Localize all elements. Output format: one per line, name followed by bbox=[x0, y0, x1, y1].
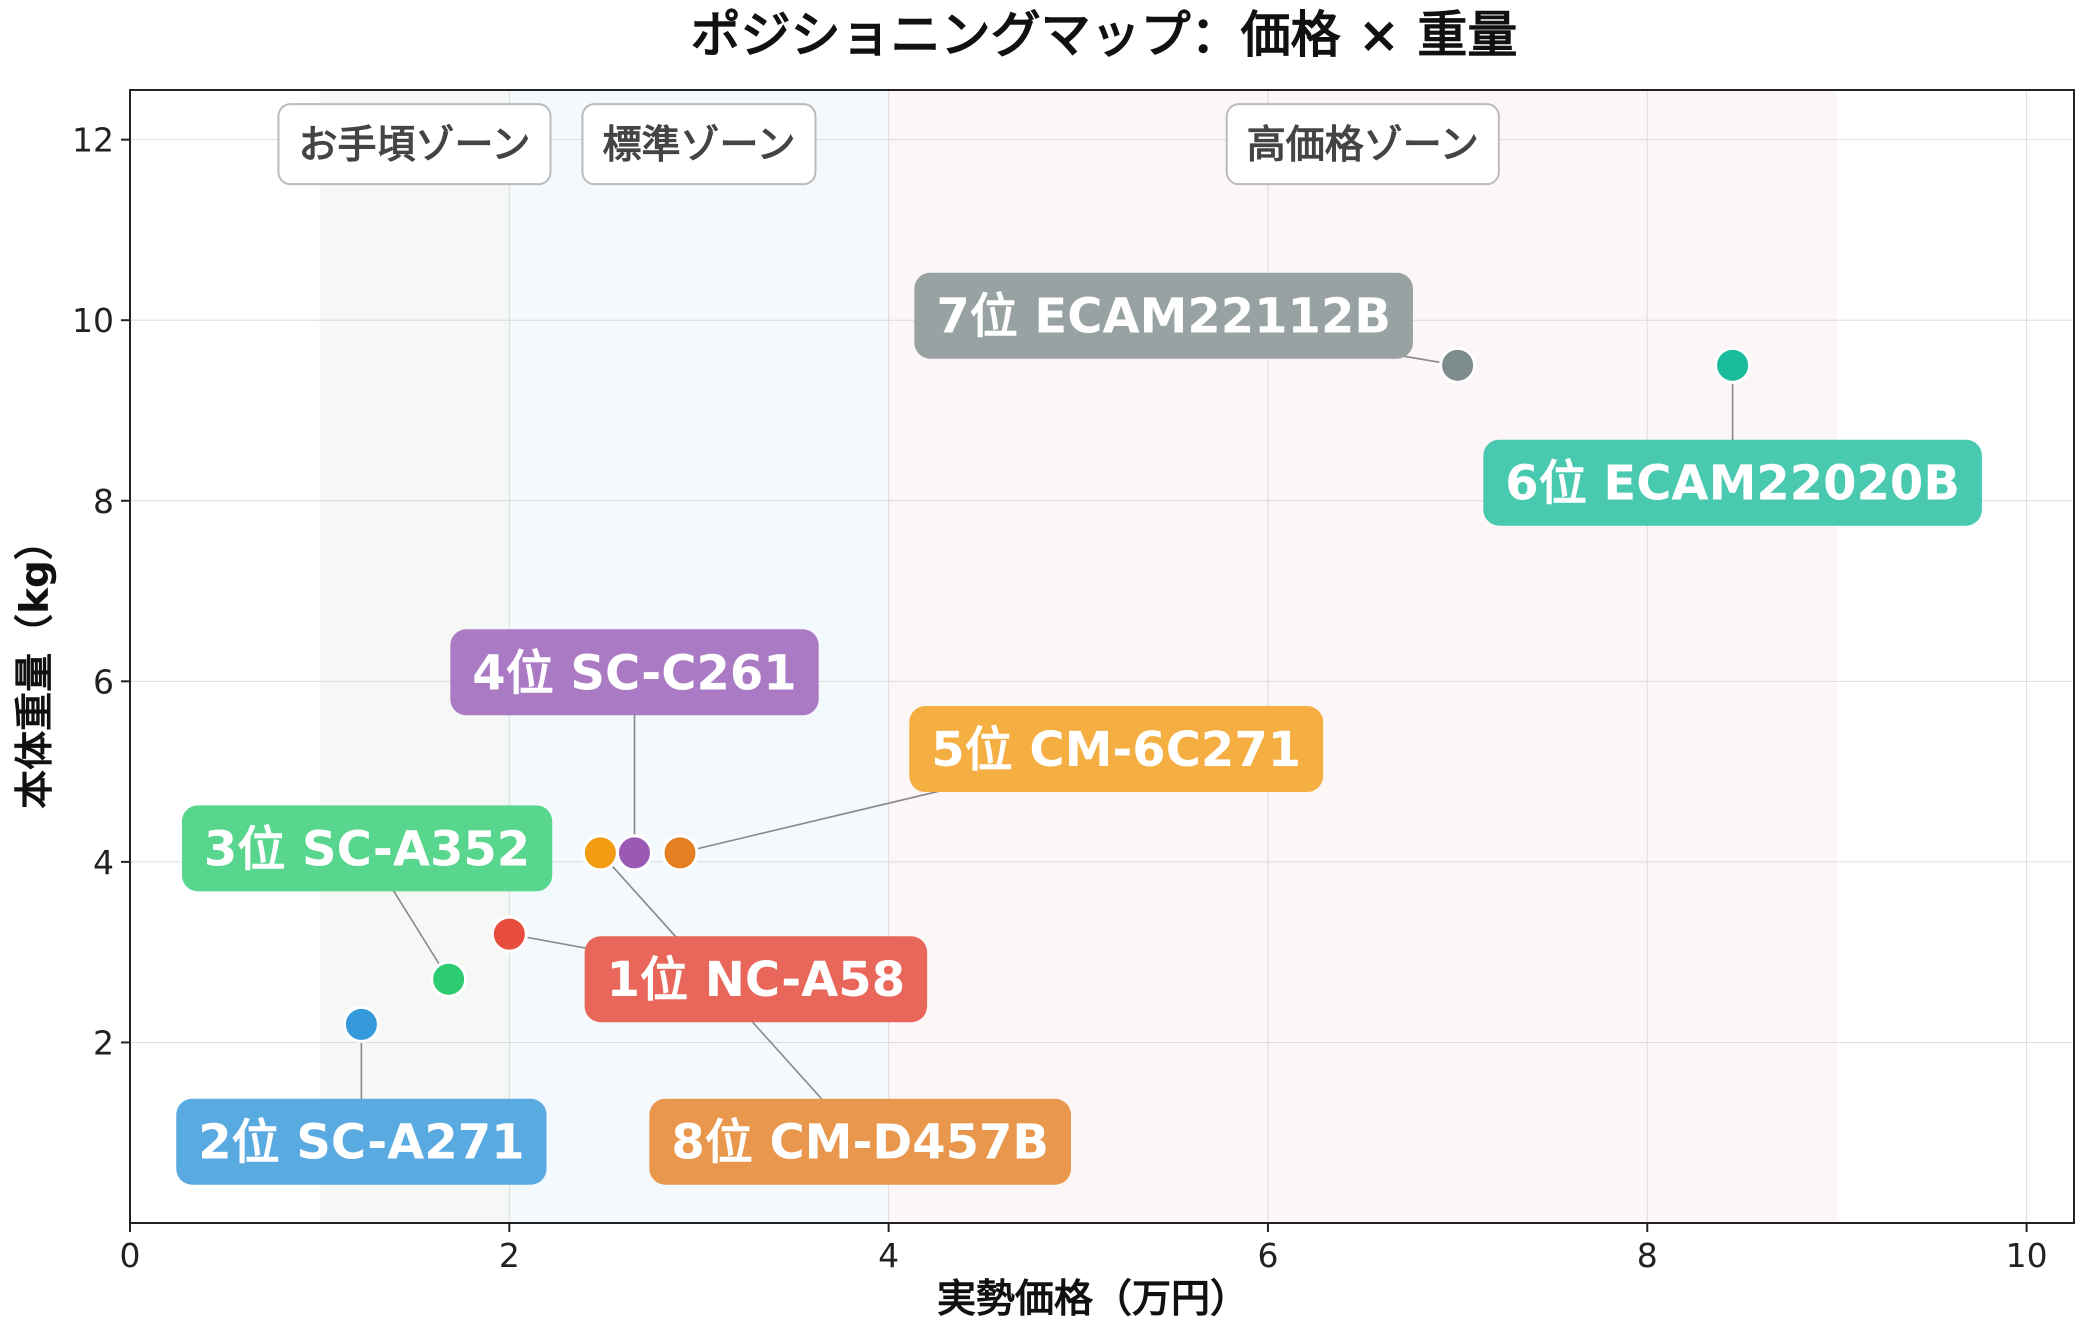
callout-label-3: 4位 SC-C261 bbox=[472, 645, 796, 701]
callout-3: 4位 SC-C261 bbox=[450, 629, 819, 716]
x-tick-label-3: 6 bbox=[1257, 1236, 1278, 1275]
callout-label-2: 3位 SC-A352 bbox=[204, 821, 530, 877]
zone-label-box-2 bbox=[1225, 103, 1500, 186]
callout-box-2 bbox=[181, 805, 553, 892]
callout-6: 7位 ECAM22112B bbox=[914, 272, 1413, 359]
zone-label-box-0 bbox=[277, 103, 552, 186]
callout-1: 2位 SC-A271 bbox=[176, 1098, 547, 1185]
zone-label-0: お手頃ゾーン bbox=[277, 103, 552, 186]
data-point-3 bbox=[615, 834, 653, 872]
zone-label-text-2: 高価格ゾーン bbox=[1247, 123, 1479, 168]
callout-box-7 bbox=[649, 1098, 1072, 1185]
zone-label-1: 標準ゾーン bbox=[581, 103, 817, 186]
callout-label-0: 1位 NC-A58 bbox=[607, 952, 905, 1008]
y-tick-label-4: 10 bbox=[72, 301, 114, 340]
zone-label-box-1 bbox=[581, 103, 817, 186]
zone-labels: お手頃ゾーン 標準ゾーン 高価格ゾーン bbox=[277, 103, 1500, 186]
callout-box-0 bbox=[584, 936, 928, 1023]
data-point-7 bbox=[581, 834, 619, 872]
callout-0: 1位 NC-A58 bbox=[584, 936, 928, 1023]
callout-label-6: 7位 ECAM22112B bbox=[936, 289, 1391, 345]
data-point-4 bbox=[661, 834, 699, 872]
x-tick-label-4: 8 bbox=[1637, 1236, 1658, 1275]
zone-label-text-1: 標準ゾーン bbox=[602, 123, 795, 168]
y-tick-label-2: 6 bbox=[93, 662, 114, 701]
data-point-5 bbox=[1714, 346, 1752, 384]
x-tick-label-1: 2 bbox=[499, 1236, 520, 1275]
axis-ticks: 0 2 4 6 8 10 2 4 6 8 10 12 bbox=[72, 121, 2048, 1275]
callout-label-5: 6位 ECAM22020B bbox=[1505, 456, 1960, 512]
x-tick-label-0: 0 bbox=[120, 1236, 141, 1275]
data-point-0 bbox=[490, 915, 528, 953]
callout-label-4: 5位 CM-6C271 bbox=[931, 722, 1301, 778]
data-point-6 bbox=[1439, 346, 1477, 384]
point-callouts: 1位 NC-A58 2位 SC-A271 3位 SC-A352 4位 SC-C261 5… bbox=[176, 272, 1982, 1185]
chart-title: ポジショニングマップ：価格 × 重量 bbox=[691, 6, 1518, 64]
y-axis-label: 本体重量（kg） bbox=[13, 521, 58, 809]
y-tick-label-3: 8 bbox=[93, 482, 114, 521]
y-tick-label-0: 2 bbox=[93, 1023, 114, 1062]
y-tick-label-5: 12 bbox=[72, 121, 114, 160]
data-points bbox=[342, 346, 1752, 1043]
callout-4: 5位 CM-6C271 bbox=[909, 706, 1324, 793]
zone-band-2 bbox=[888, 90, 1837, 1223]
callout-5: 6位 ECAM22020B bbox=[1483, 439, 1982, 526]
callout-box-6 bbox=[914, 272, 1413, 359]
y-tick-label-1: 4 bbox=[93, 843, 114, 882]
callout-box-5 bbox=[1483, 439, 1982, 526]
plot-frame bbox=[129, 89, 2075, 1224]
callout-box-4 bbox=[909, 706, 1324, 793]
x-tick-label-5: 10 bbox=[2006, 1236, 2048, 1275]
zone-label-2: 高価格ゾーン bbox=[1225, 103, 1500, 186]
x-axis-label: 実勢価格（万円） bbox=[937, 1277, 1249, 1322]
callout-2: 3位 SC-A352 bbox=[181, 805, 553, 892]
zone-label-text-0: お手頃ゾーン bbox=[298, 123, 530, 168]
data-point-2 bbox=[430, 960, 468, 998]
data-point-1 bbox=[342, 1005, 380, 1043]
callout-box-1 bbox=[176, 1098, 547, 1185]
callout-7: 8位 CM-D457B bbox=[649, 1098, 1072, 1185]
callout-box-3 bbox=[450, 629, 819, 716]
x-tick-label-2: 4 bbox=[878, 1236, 899, 1275]
callout-label-1: 2位 SC-A271 bbox=[198, 1115, 524, 1171]
callout-label-7: 8位 CM-D457B bbox=[671, 1115, 1049, 1171]
